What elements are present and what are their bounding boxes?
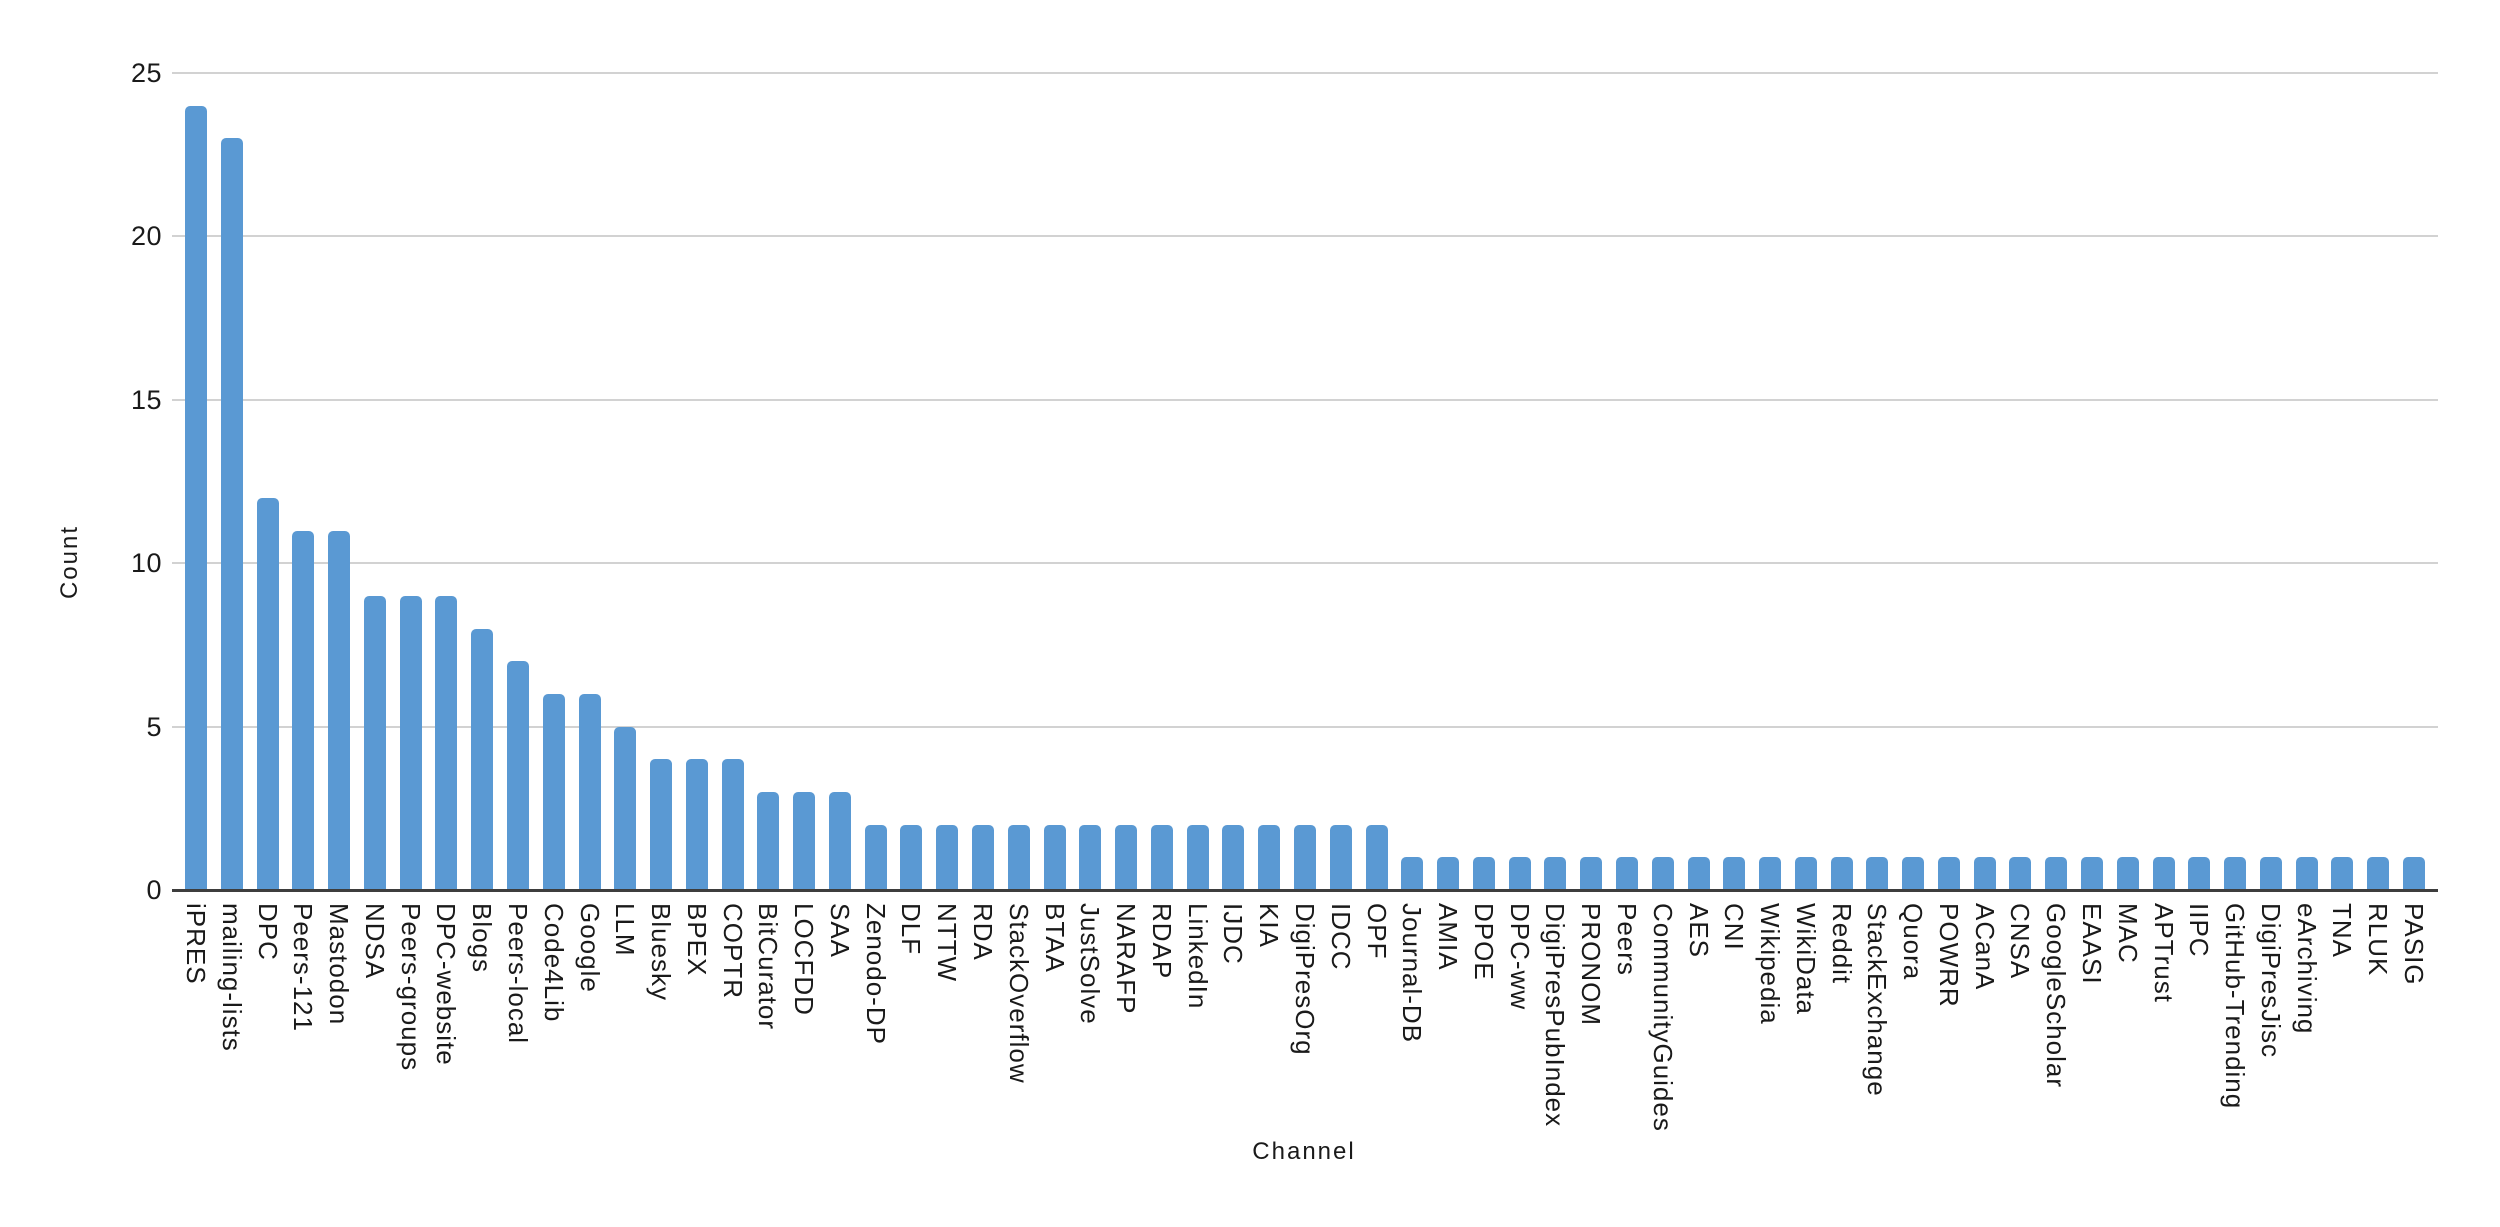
bar-GoogleScholar — [2045, 857, 2068, 890]
bar-DigiPresOrg — [1294, 824, 1316, 890]
bar-NTTW — [936, 824, 959, 890]
bar-IDCC — [1329, 824, 1352, 890]
bar-MAC — [2116, 857, 2139, 890]
bar-DPOE — [1472, 857, 1495, 890]
x-axis-title: Channel — [1252, 1138, 1356, 1165]
bar-Mastodon — [328, 530, 351, 890]
bar-Blogs — [471, 628, 494, 890]
bar-Peers-groups — [399, 595, 422, 890]
bar-eArchiving — [2295, 857, 2318, 890]
bar-PRONOM — [1580, 857, 1603, 890]
bar-mailing-lists — [220, 138, 243, 890]
gridline-y-20 — [172, 235, 2438, 238]
x-tick-label-PASIG: PASIG — [2399, 903, 2429, 986]
bar-LLM — [614, 726, 637, 890]
bar-CNI — [1723, 857, 1746, 890]
bar-APTrust — [2152, 857, 2175, 890]
y-tick-label-20: 20 — [130, 221, 162, 252]
bar-Reddit — [1830, 857, 1853, 890]
bar-OPF — [1365, 824, 1388, 890]
bar-RDAP — [1150, 824, 1173, 890]
bar-Peers — [1615, 857, 1638, 890]
bar-DPC — [256, 497, 279, 890]
bar-AES — [1687, 857, 1710, 890]
bar-Zenodo-DP — [864, 824, 887, 890]
y-tick-label-5: 5 — [146, 711, 162, 742]
bar-Google — [578, 693, 601, 890]
bar-ACanA — [1973, 857, 1996, 890]
gridline-y-15 — [172, 398, 2438, 401]
bar-DPC-ww — [1508, 857, 1531, 890]
bar-CommunityGuides — [1651, 857, 1674, 890]
bar-KIA — [1258, 824, 1281, 890]
bar-CNSA — [2009, 857, 2032, 890]
bar-Wikipedia — [1759, 857, 1782, 890]
gridline-y-5 — [172, 725, 2438, 728]
bar-EAASI — [2081, 857, 2104, 890]
bar-DPC-website — [435, 595, 458, 890]
bar-TNA — [2331, 857, 2354, 890]
bar-Peers-local — [506, 661, 529, 890]
bar-IIPC — [2188, 857, 2211, 890]
bar-DigiPresPubIndex — [1544, 857, 1567, 890]
y-tick-label-15: 15 — [130, 384, 162, 415]
bar-iPRES — [185, 105, 207, 890]
bar-Journal-DB — [1401, 857, 1424, 890]
bar-Quora — [1902, 857, 1925, 890]
bar-PASIG — [2403, 857, 2425, 890]
bar-Peers-121 — [292, 530, 315, 890]
bar-NDSA — [363, 595, 386, 890]
bar-StackExchange — [1866, 857, 1889, 890]
gridline-y-10 — [172, 562, 2438, 565]
bar-LinkedIn — [1186, 824, 1209, 890]
bar-LOCFDD — [793, 791, 816, 890]
bar-Bluesky — [650, 759, 673, 890]
bar-RLUK — [2367, 857, 2390, 890]
bar-GitHub-Trending — [2224, 857, 2247, 890]
bar-COPTR — [721, 759, 744, 890]
y-axis-title: Count — [56, 524, 83, 600]
bar-Code4Lib — [542, 693, 565, 890]
y-tick-label-25: 25 — [130, 58, 162, 88]
bar-WikiData — [1794, 857, 1817, 890]
bar-AMIA — [1437, 857, 1460, 890]
x-axis-line — [172, 889, 2438, 892]
bar-SAA — [828, 791, 851, 890]
bar-DLF — [900, 824, 923, 890]
bar-JustSolve — [1079, 824, 1102, 890]
bar-IJDC — [1222, 824, 1245, 890]
bar-RDA — [972, 824, 995, 890]
bar-POWRR — [1937, 857, 1960, 890]
gridline-y-25 — [172, 72, 2438, 74]
bar-NARAFP — [1115, 824, 1138, 890]
y-tick-label-10: 10 — [130, 548, 162, 579]
bar-BTAA — [1043, 824, 1066, 890]
bar-BPEX — [685, 759, 708, 890]
bar-BitCurator — [757, 791, 780, 890]
bar-DigiPresJisc — [2259, 857, 2282, 890]
bar-StackOverflow — [1007, 824, 1030, 890]
y-tick-label-0: 0 — [146, 875, 162, 905]
